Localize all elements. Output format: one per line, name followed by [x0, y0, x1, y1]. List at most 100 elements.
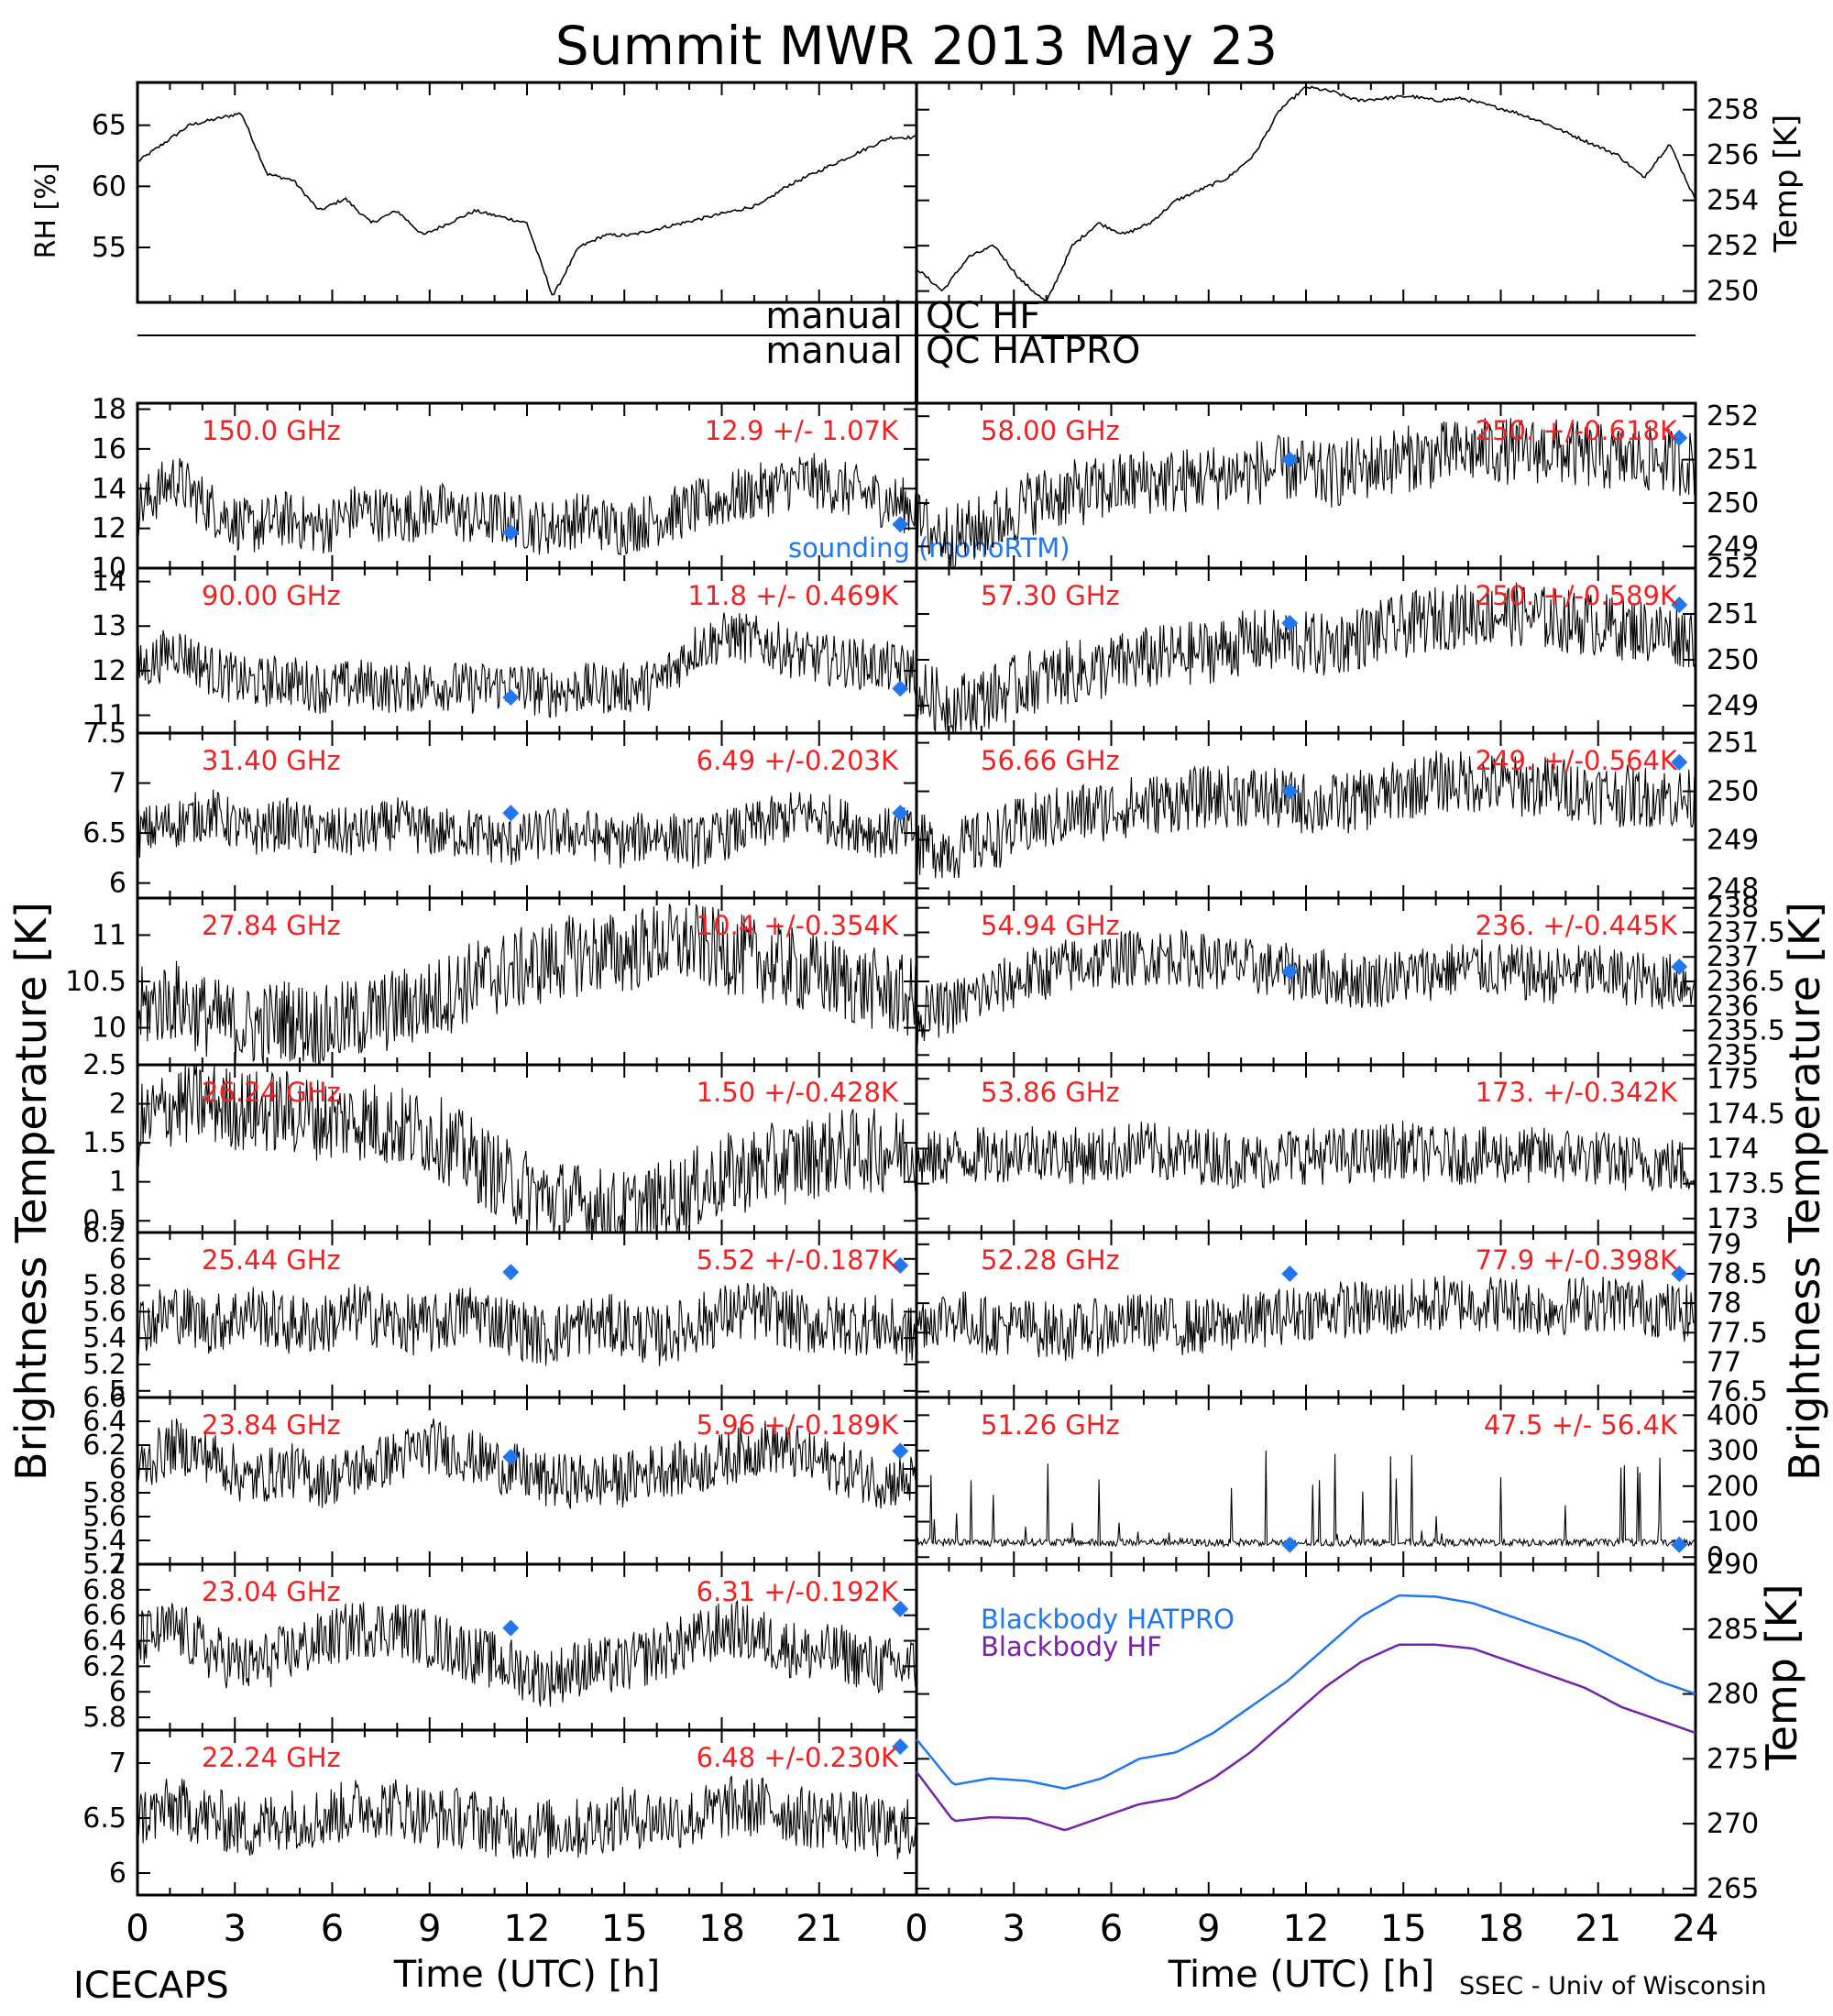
sounding-marker: [892, 516, 909, 533]
x-tick-label: 6: [1100, 1908, 1123, 1950]
series-ch31: [137, 789, 917, 869]
y-tick-label: 2.5: [82, 1049, 126, 1081]
y-tick-label: 5: [109, 1375, 126, 1408]
series-ch57: [916, 582, 1696, 734]
sounding-marker: [1281, 615, 1299, 631]
y-tick-label: 237: [1707, 941, 1759, 973]
stats-label: 10.4 +/-0.354K: [697, 910, 899, 941]
x-tick-label: 3: [1003, 1908, 1026, 1950]
y-tick-label: 6.8: [82, 1574, 126, 1606]
y-tick-label: 10: [92, 1013, 126, 1045]
y-tick-label: 79: [1707, 1229, 1741, 1261]
freq-label: 57.30 GHz: [981, 580, 1120, 611]
freq-label: 25.44 GHz: [202, 1244, 341, 1276]
y-tick-label: 6: [109, 1453, 126, 1485]
sounding-marker: [892, 1738, 909, 1755]
series-bb-1: [916, 1643, 1696, 1832]
sounding-marker: [502, 1449, 520, 1465]
y-tick-label: 258: [1707, 94, 1759, 126]
stats-label: 236. +/-0.445K: [1476, 910, 1678, 941]
freq-label: 52.28 GHz: [981, 1244, 1120, 1276]
x-tick-label: 15: [601, 1908, 648, 1950]
y-tick-label: 78: [1707, 1287, 1741, 1320]
y-tick-label: 251: [1707, 598, 1759, 630]
y-tick-label: 100: [1707, 1507, 1759, 1539]
y-tick-label: 6.6: [82, 1600, 126, 1632]
freq-label: 23.84 GHz: [202, 1409, 341, 1441]
stats-label: 11.8 +/- 0.469K: [687, 580, 899, 611]
freq-label: 53.86 GHz: [981, 1077, 1120, 1108]
legend-entry: Blackbody HF: [981, 1631, 1162, 1662]
series-bb-0: [916, 1594, 1696, 1791]
y-tick-label: 78.5: [1707, 1258, 1768, 1290]
x-tick-label: 12: [1283, 1908, 1330, 1950]
y-tick-label: 237.5: [1707, 916, 1785, 948]
freq-label: 90.00 GHz: [202, 580, 341, 611]
x-tick-label: 24: [1673, 1908, 1719, 1950]
freq-label: 58.00 GHz: [981, 415, 1120, 446]
freq-label: 51.26 GHz: [981, 1409, 1120, 1441]
y-tick-label: 275: [1707, 1743, 1759, 1775]
panel-temp: 250 252 254 256 258: [915, 81, 1759, 308]
y-tick-label: 5.6: [82, 1296, 126, 1328]
y-tick-label: 10: [92, 553, 126, 585]
temp-ylabel: Temp [K]: [1768, 115, 1805, 253]
y-tick-label: 400: [1707, 1399, 1759, 1431]
sounding-marker: [892, 1257, 909, 1274]
y-tick-label: 251: [1707, 728, 1759, 760]
series-ch54: [916, 929, 1696, 1045]
bb-ylabel: Temp [K]: [1757, 1583, 1806, 1770]
freq-label: 150.0 GHz: [202, 415, 341, 446]
series-ch90: [137, 612, 917, 718]
series-rh-0: [137, 112, 916, 296]
y-tick-label: 7: [109, 1748, 126, 1780]
sounding-marker: [1671, 429, 1688, 446]
stats-label: 5.96 +/-0.189K: [697, 1409, 899, 1441]
y-tick-label: 55: [92, 232, 126, 264]
y-tick-label: 6.5: [82, 817, 126, 849]
y-tick-label: 7: [109, 768, 126, 800]
y-tick-label: 173: [1707, 1203, 1759, 1235]
stats-label: 6.48 +/-0.230K: [697, 1742, 899, 1773]
x-tick-label: 12: [504, 1908, 551, 1950]
y-tick-label: 250: [1707, 276, 1759, 308]
series-temp-0: [916, 85, 1696, 302]
footer-left: ICECAPS: [73, 1965, 229, 2007]
y-tick-label: 235.5: [1707, 1015, 1785, 1047]
y-tick-label: 0.5: [82, 1205, 126, 1237]
sounding-marker: [892, 1600, 909, 1617]
stats-label: 250. +/-0.618K: [1476, 415, 1678, 446]
sounding-marker: [502, 805, 520, 822]
x-tick-label: 0: [126, 1908, 148, 1950]
x-tick-label: 15: [1380, 1908, 1427, 1950]
stats-label: 250. +/-0.589K: [1476, 580, 1678, 611]
left-ylabel: Brightness Temperature [K]: [6, 902, 56, 1481]
x-tick-label: 18: [1477, 1908, 1524, 1950]
panel-ch22: 6 6.5 7 22.24 GHz 6.48 +/-0.230K 0 3 6 9 12 15 18 21: [82, 1728, 918, 1950]
y-tick-label: 174.5: [1707, 1098, 1785, 1130]
series-ch22: [137, 1775, 917, 1859]
xlabel-left: Time (UTC) [h]: [393, 1954, 660, 1996]
sounding-marker: [1671, 597, 1688, 613]
freq-label: 23.04 GHz: [202, 1576, 341, 1607]
x-tick-label: 6: [321, 1908, 344, 1950]
y-tick-label: 16: [92, 433, 126, 466]
y-tick-label: 5.4: [82, 1322, 126, 1354]
y-tick-label: 1.5: [82, 1127, 126, 1159]
stats-label: 6.31 +/-0.192K: [697, 1576, 899, 1607]
y-tick-label: 11: [92, 919, 126, 951]
y-tick-label: 76.5: [1707, 1376, 1768, 1408]
y-tick-label: 265: [1707, 1873, 1759, 1905]
y-tick-label: 5.4: [82, 1525, 126, 1557]
y-tick-label: 174: [1707, 1134, 1759, 1166]
y-tick-label: 285: [1707, 1614, 1759, 1646]
y-tick-label: 2: [109, 1089, 126, 1121]
freq-label: 26.24 GHz: [202, 1077, 341, 1108]
y-tick-label: 6.2: [82, 1430, 126, 1462]
stats-label: 5.52 +/-0.187K: [697, 1244, 899, 1276]
sounding-marker: [502, 1619, 520, 1637]
x-tick-label: 9: [1197, 1908, 1220, 1950]
stats-label: 249. +/-0.564K: [1476, 745, 1678, 776]
